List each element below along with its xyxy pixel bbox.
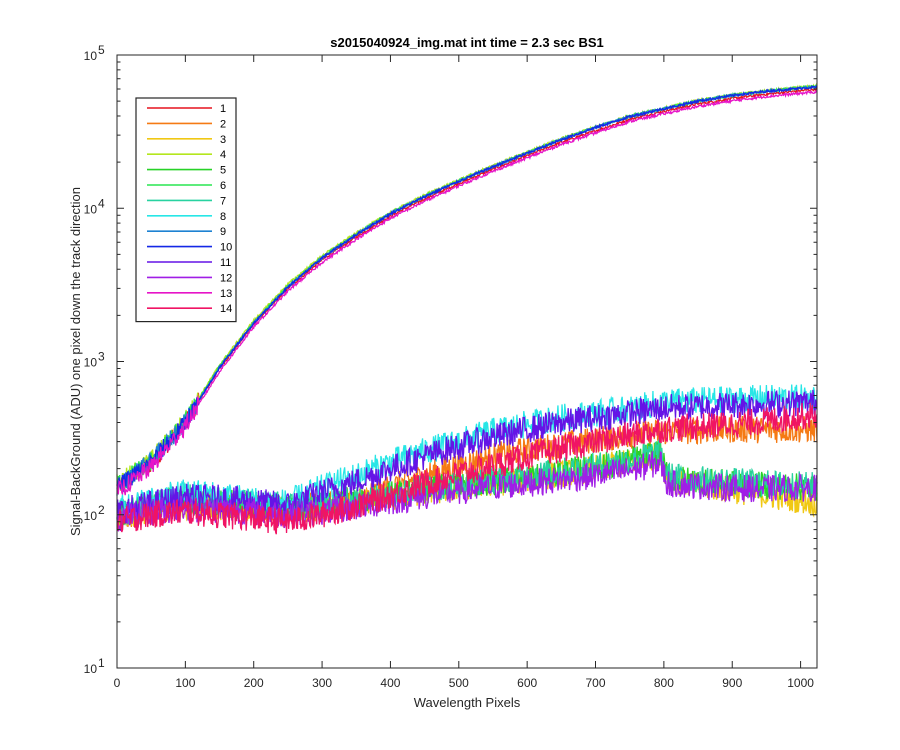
y-tick-label-base: 10 (84, 202, 98, 216)
legend-label: 13 (220, 288, 232, 300)
x-axis-label: Wavelength Pixels (414, 695, 521, 710)
legend-label: 2 (220, 118, 226, 130)
x-tick-label: 100 (175, 676, 195, 690)
legend-label: 1 (220, 103, 226, 115)
y-tick-label-base: 10 (84, 356, 98, 370)
legend-label: 4 (220, 149, 226, 161)
legend-label: 6 (220, 180, 226, 192)
y-tick-label-base: 10 (84, 49, 98, 63)
x-tick-label: 0 (114, 676, 121, 690)
y-tick-label-base: 10 (84, 509, 98, 523)
x-axis: 0 100 200 300 400 500 600 700 800 900 1000 (114, 55, 814, 690)
x-tick-label: 1000 (787, 676, 814, 690)
legend-box (135, 97, 237, 323)
x-tick-label: 500 (449, 676, 469, 690)
x-tick-label: 900 (722, 676, 742, 690)
x-tick-label: 600 (517, 676, 537, 690)
legend-label: 10 (220, 242, 232, 254)
y-tick-label-base: 10 (84, 662, 98, 676)
legend-label: 3 (220, 134, 226, 146)
x-tick-label: 200 (244, 676, 264, 690)
series-layer (116, 82, 818, 535)
legend-label: 12 (220, 272, 232, 284)
y-tick-label-exponent: 4 (98, 196, 105, 210)
x-tick-label: 700 (586, 676, 606, 690)
x-tick-label: 300 (312, 676, 332, 690)
series-line-13 (116, 89, 818, 496)
y-tick-label-exponent: 3 (98, 350, 105, 364)
x-tick-label: 800 (654, 676, 674, 690)
chart-title: s2015040924_img.mat int time = 2.3 sec B… (330, 35, 604, 50)
x-tick-label: 400 (380, 676, 400, 690)
y-tick-label-exponent: 5 (98, 43, 105, 57)
y-tick-label-exponent: 2 (98, 503, 105, 517)
series-line-10 (116, 85, 818, 494)
y-axis-label: Signal-BackGround (ADU) one pixel down t… (68, 187, 83, 536)
y-tick-label-exponent: 1 (98, 656, 105, 670)
legend-label: 9 (220, 226, 226, 238)
series-line-11 (116, 389, 818, 524)
legend-label: 14 (220, 303, 232, 315)
series-line-14 (116, 402, 818, 535)
legend-label: 11 (220, 257, 231, 269)
legend-label: 8 (220, 211, 226, 223)
legend-label: 5 (220, 165, 226, 177)
legend-label: 7 (220, 195, 226, 207)
